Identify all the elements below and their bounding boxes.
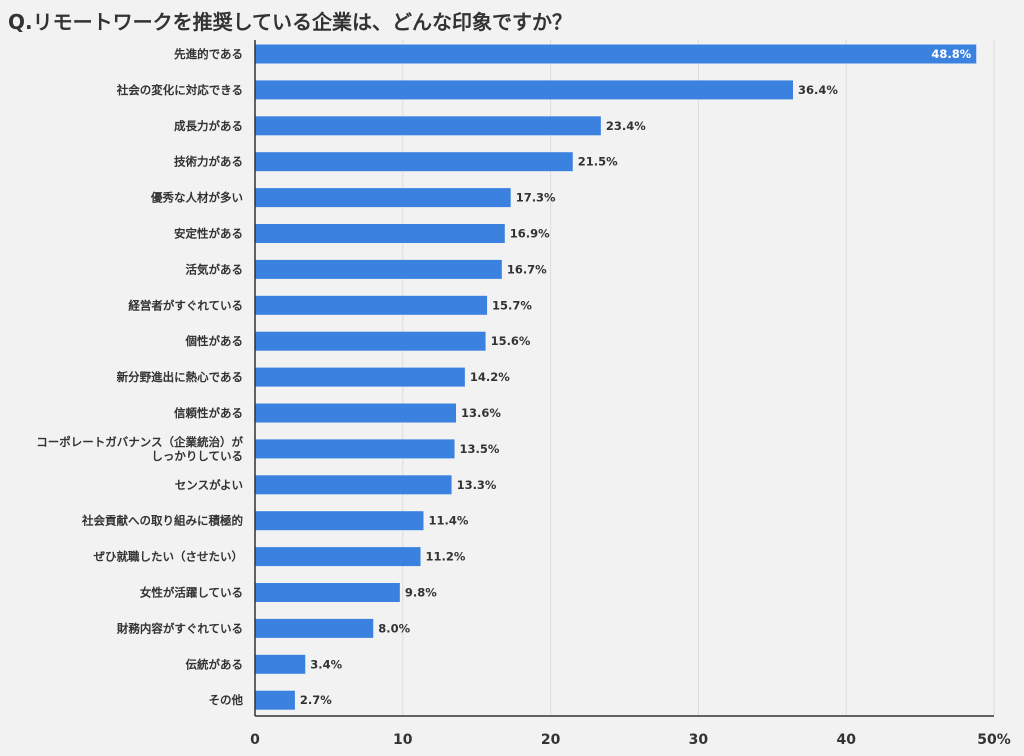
data-label: 13.6% xyxy=(461,406,501,420)
x-tick-label: 30 xyxy=(689,732,709,748)
category-label: 社会貢献への取り組みに積極的 xyxy=(81,514,243,528)
category-label: その他 xyxy=(209,693,244,707)
data-label: 48.8% xyxy=(931,47,971,61)
bar xyxy=(255,367,465,387)
bar xyxy=(255,331,486,351)
category-label: 優秀な人材が多い xyxy=(150,191,243,205)
category-label: 信頼性がある xyxy=(174,406,243,420)
category-label: 女性が活躍している xyxy=(140,586,243,600)
category-label: 伝統がある xyxy=(186,657,244,671)
x-tick-label: 50% xyxy=(977,732,1011,748)
data-label: 14.2% xyxy=(470,370,510,384)
data-label: 21.5% xyxy=(578,155,618,169)
bar xyxy=(255,188,511,208)
bar xyxy=(255,475,452,495)
data-label: 9.8% xyxy=(405,586,437,600)
category-label: 経営者がすぐれている xyxy=(128,298,243,312)
bar xyxy=(255,259,502,279)
data-label: 3.4% xyxy=(310,657,342,671)
data-label: 13.3% xyxy=(457,478,497,492)
data-label: 11.2% xyxy=(426,550,466,564)
chart-title: Q.リモートワークを推奨している企業は、どんな印象ですか？ xyxy=(8,10,572,34)
bar xyxy=(255,618,374,638)
bar xyxy=(255,80,793,100)
bar xyxy=(255,295,488,315)
data-label: 8.0% xyxy=(378,621,410,635)
category-label: 財務内容がすぐれている xyxy=(116,621,243,635)
x-tick-label: 10 xyxy=(393,732,413,748)
category-label: 先進的である xyxy=(174,47,243,61)
x-tick-label: 20 xyxy=(541,732,561,748)
data-label: 15.7% xyxy=(492,298,532,312)
bar xyxy=(255,654,306,674)
category-label: 活気がある xyxy=(186,262,244,276)
data-label: 16.7% xyxy=(507,262,547,276)
category-label: センスがよい xyxy=(175,478,243,492)
data-label: 2.7% xyxy=(300,693,332,707)
data-label: 11.4% xyxy=(428,514,468,528)
category-label: 成長力がある xyxy=(174,119,243,133)
bar xyxy=(255,511,424,531)
bar xyxy=(255,439,455,459)
category-label: 社会の変化に対応できる xyxy=(116,83,243,97)
bar xyxy=(255,403,457,423)
category-label: 個性がある xyxy=(185,334,244,348)
bar xyxy=(255,116,601,136)
data-label: 23.4% xyxy=(606,119,646,133)
bar xyxy=(255,44,977,64)
x-tick-label: 40 xyxy=(836,732,856,748)
bar xyxy=(255,583,400,602)
category-label: ぜひ就職したい（させたい） xyxy=(94,550,244,564)
bar xyxy=(255,224,505,243)
data-label: 17.3% xyxy=(516,191,556,205)
x-tick-label: 0 xyxy=(250,732,260,748)
category-label: 安定性がある xyxy=(174,227,243,241)
data-label: 16.9% xyxy=(510,227,550,241)
category-label: 新分野進出に熱心である xyxy=(117,370,243,384)
data-label: 13.5% xyxy=(460,442,500,456)
category-label: しっかりしている xyxy=(151,449,243,463)
bar xyxy=(255,690,295,710)
data-label: 15.6% xyxy=(491,334,531,348)
category-label: コーポレートガバナンス（企業統治）が xyxy=(36,435,243,449)
bar xyxy=(255,547,421,567)
category-label: 技術力がある xyxy=(174,155,243,169)
bar xyxy=(255,152,573,172)
data-label: 36.4% xyxy=(798,83,838,97)
